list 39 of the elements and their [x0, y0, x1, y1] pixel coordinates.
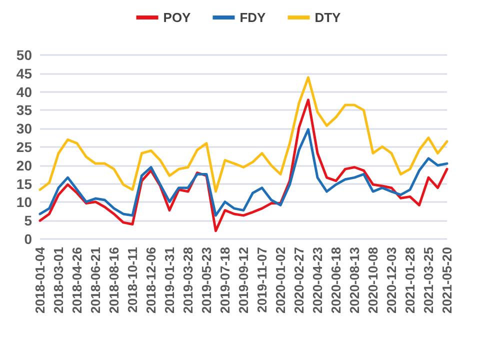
x-tick-label: 2021-03-25	[421, 247, 436, 314]
y-tick-label: 45	[16, 65, 32, 82]
x-tick-label: 2020-12-03	[384, 247, 399, 314]
x-tick-label: 2018-04-26	[70, 247, 84, 314]
y-tick-label: 15	[16, 176, 32, 192]
x-tick-label: 2019-03-28	[180, 247, 196, 314]
y-tick-label: 0	[24, 231, 32, 247]
legend-label: POY	[163, 10, 192, 25]
y-tick-label: 40	[16, 84, 32, 100]
x-tick-label: 2019-01-31	[162, 247, 177, 314]
x-tick-label: 2021-05-20	[440, 247, 454, 314]
x-tick-label: 2018-12-06	[144, 247, 158, 314]
y-tick-label: 5	[24, 212, 32, 229]
x-tick-label: 2020-04-23	[310, 247, 325, 314]
x-tick-label: 2019-05-23	[199, 247, 214, 314]
x-tick-label: 2020-08-13	[347, 247, 362, 314]
x-tick-label: 2020-01-02	[273, 247, 288, 314]
x-tick-label: 2018-08-16	[106, 247, 122, 314]
x-tick-label: 2019-07-18	[218, 247, 232, 314]
x-tick-label: 2018-01-04	[32, 246, 48, 314]
y-tick-label: 30	[16, 120, 32, 137]
y-tick-label: 50	[16, 47, 32, 63]
x-tick-label: 2020-06-18	[328, 247, 344, 314]
x-tick-label: 2020-10-08	[366, 247, 380, 314]
x-tick-label: 2018-03-01	[51, 247, 66, 314]
line-series	[38, 76, 448, 193]
x-tick-label: 2020-02-27	[292, 247, 306, 314]
x-tick-label: 2019-11-07	[254, 247, 270, 313]
x-tick-label: 2018-06-21	[88, 247, 103, 314]
y-tick-label: 20	[16, 157, 32, 174]
x-tick-label: 2019-09-12	[236, 247, 251, 314]
x-tick-label: 2018-10-11	[125, 247, 140, 313]
y-tick-label: 10	[16, 194, 32, 210]
legend-label: DTY	[314, 10, 342, 25]
legend-label: FDY	[240, 10, 266, 25]
line-series	[38, 128, 448, 217]
y-tick-label: 25	[16, 139, 32, 155]
y-tick-label: 35	[16, 102, 32, 118]
x-tick-label: 2021-01-28	[402, 247, 418, 314]
